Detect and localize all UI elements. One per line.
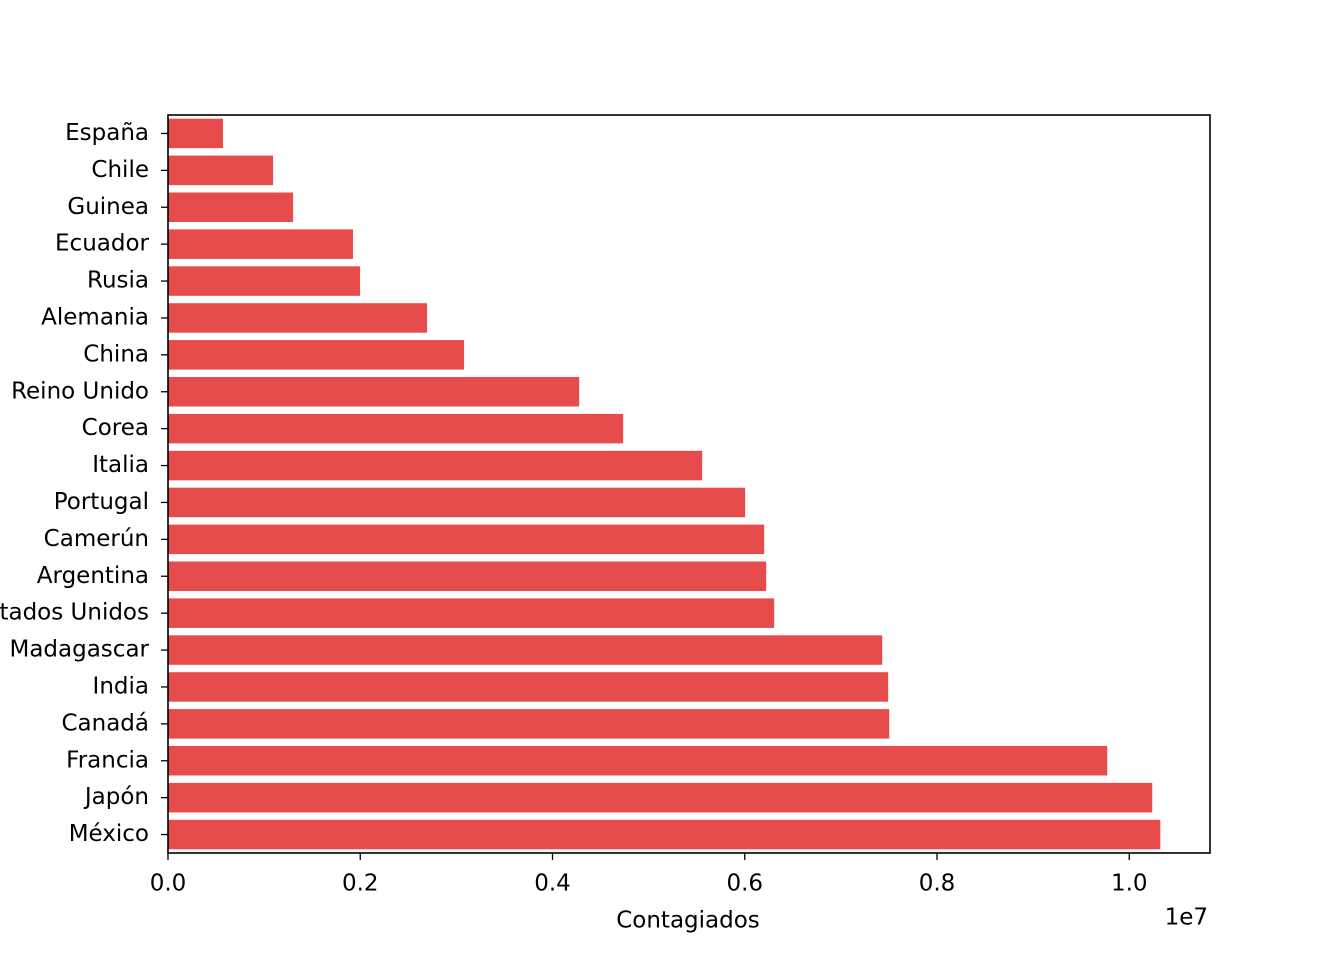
y-tick-label: Corea	[82, 415, 149, 441]
y-tick-label: Chile	[91, 157, 149, 183]
bar	[168, 155, 274, 186]
bar	[168, 413, 624, 444]
plot-frame	[167, 114, 1211, 854]
x-tick-label: 1.0	[1111, 871, 1148, 897]
bar	[168, 266, 361, 296]
bar	[168, 340, 465, 370]
x-tick-label: 0.4	[534, 871, 571, 897]
y-tick-label: Ecuador	[55, 231, 150, 257]
y-tick-label: Rusia	[87, 268, 149, 294]
bar	[168, 672, 889, 702]
bar	[168, 192, 294, 223]
bar	[168, 118, 223, 149]
y-tick-label: Italia	[92, 452, 149, 478]
y-tick-label: Francia	[66, 747, 149, 773]
y-tick-label: Guinea	[67, 194, 149, 220]
x-tick-label: 0.6	[726, 871, 763, 897]
bar	[168, 635, 883, 665]
bar	[168, 303, 428, 333]
x-tick-label: 0.8	[919, 871, 956, 897]
bar	[168, 376, 580, 407]
bar	[168, 524, 765, 555]
bar	[168, 561, 767, 592]
y-tick-label: Canadá	[61, 710, 149, 736]
y-tick-label: Japón	[83, 784, 149, 810]
y-tick-label: España	[65, 120, 149, 146]
x-axis-label: Contagiados	[616, 908, 760, 934]
y-tick-label: Alemania	[41, 304, 149, 330]
y-tick-label: México	[69, 821, 149, 847]
y-tick-label: India	[93, 673, 149, 699]
offset-label: 1e7	[1165, 905, 1208, 931]
y-tick-label: China	[83, 341, 149, 367]
x-tick-label: 0.0	[150, 871, 187, 897]
bar	[168, 598, 775, 628]
bar	[168, 782, 1153, 813]
y-tick-label: Reino Unido	[11, 378, 149, 404]
y-tick-label: Portugal	[54, 489, 149, 515]
bar	[168, 819, 1161, 850]
y-tick-label: Madagascar	[9, 637, 149, 663]
x-tick-label: 0.2	[342, 871, 379, 897]
bar	[168, 487, 746, 518]
bar	[168, 709, 890, 739]
y-tick-label: Camerún	[44, 526, 149, 552]
bar	[168, 450, 703, 481]
y-tick-label: Argentina	[37, 563, 149, 589]
y-tick-label: Estados Unidos	[0, 600, 149, 626]
bar	[168, 745, 1108, 776]
bar	[168, 229, 354, 259]
